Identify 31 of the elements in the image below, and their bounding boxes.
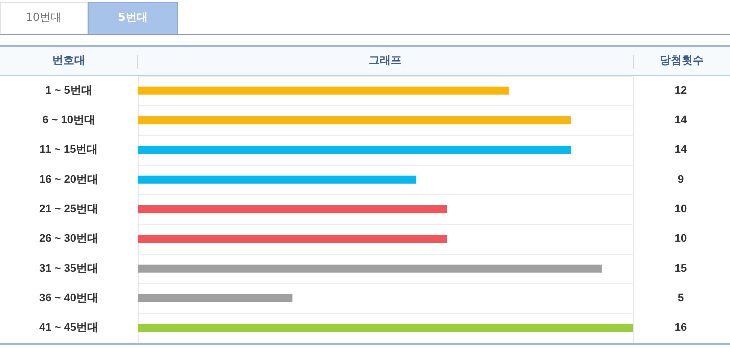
bar [138, 206, 448, 214]
y-tick-label: 31 ~ 35번대 [39, 262, 99, 275]
data-label: 16 [674, 322, 688, 334]
y-tick-label: 11 ~ 15번대 [40, 144, 98, 156]
data-label: 10 [674, 233, 688, 246]
bar [138, 264, 602, 273]
bar [138, 176, 416, 184]
data-label: 14 [674, 114, 688, 126]
x-axis-title: 그래프 [368, 53, 403, 68]
y-tick-label: 21 ~ 25번대 [39, 204, 99, 216]
bar [138, 116, 572, 124]
text: 당첨횟수 [659, 53, 705, 68]
data-label: 14 [674, 144, 688, 156]
data-label: 9 [678, 174, 684, 186]
y-tick-label: 41 ~ 45번대 [39, 322, 99, 334]
text: 10번대 [0, 2, 88, 34]
data-label: 12 [674, 84, 688, 97]
y-tick-label: 26 ~ 30번대 [39, 233, 99, 246]
data-label: 10 [674, 204, 688, 216]
y-tick-label: 16 ~ 20번대 [39, 174, 99, 186]
bar [138, 294, 293, 302]
bar [138, 324, 633, 332]
bar [138, 86, 510, 95]
y-tick-label: 1 ~ 5번대 [46, 84, 92, 97]
data-label: 15 [674, 262, 688, 275]
bar [138, 146, 572, 154]
y-tick-label: 36 ~ 40번대 [39, 292, 99, 304]
y-tick-label: 6 ~ 10번대 [42, 114, 96, 126]
bar [138, 235, 448, 244]
y-axis-title: 번호대 [52, 53, 86, 68]
data-label: 5 [678, 292, 684, 304]
